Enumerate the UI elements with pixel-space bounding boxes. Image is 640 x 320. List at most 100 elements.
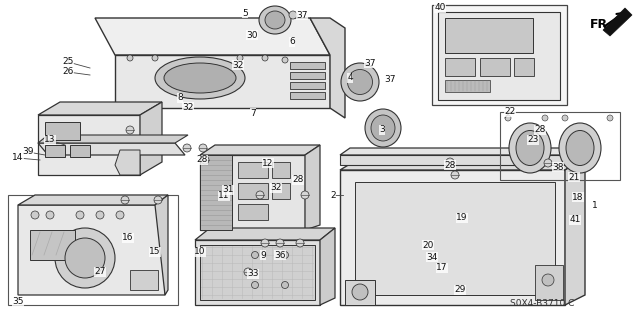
Bar	[70, 145, 90, 157]
Circle shape	[352, 284, 368, 300]
Circle shape	[256, 191, 264, 199]
Circle shape	[446, 158, 454, 166]
Text: 15: 15	[149, 247, 161, 257]
Text: 28: 28	[534, 125, 546, 134]
Text: 27: 27	[94, 268, 106, 276]
Text: 8: 8	[177, 93, 183, 102]
Text: 6: 6	[289, 37, 295, 46]
Polygon shape	[115, 150, 140, 175]
Ellipse shape	[348, 69, 372, 94]
Text: 25: 25	[62, 58, 74, 67]
Text: 11: 11	[218, 191, 230, 201]
Polygon shape	[38, 135, 188, 143]
Bar	[445, 80, 490, 92]
Bar	[480, 58, 510, 76]
Text: 19: 19	[456, 213, 468, 222]
Ellipse shape	[371, 115, 395, 141]
Circle shape	[252, 252, 259, 259]
Circle shape	[116, 211, 124, 219]
Polygon shape	[18, 205, 165, 295]
Ellipse shape	[164, 63, 236, 93]
Text: 34: 34	[426, 252, 438, 261]
Text: 1: 1	[592, 201, 598, 210]
Polygon shape	[195, 240, 320, 305]
Bar	[238, 162, 268, 178]
Text: 28: 28	[292, 175, 304, 185]
Text: 28: 28	[444, 161, 456, 170]
Bar	[290, 62, 325, 69]
Polygon shape	[38, 143, 185, 155]
Text: 30: 30	[246, 30, 258, 39]
Bar	[290, 82, 325, 89]
Text: 39: 39	[22, 148, 34, 156]
Polygon shape	[355, 182, 555, 295]
Polygon shape	[95, 18, 330, 55]
Text: 32: 32	[182, 102, 194, 111]
Ellipse shape	[516, 131, 544, 165]
Polygon shape	[340, 170, 565, 305]
Circle shape	[261, 239, 269, 247]
Circle shape	[96, 211, 104, 219]
Bar	[272, 162, 290, 178]
Polygon shape	[305, 145, 320, 230]
Polygon shape	[200, 145, 320, 155]
Text: 14: 14	[12, 154, 24, 163]
Text: 37: 37	[296, 11, 308, 20]
Text: 28: 28	[196, 156, 208, 164]
Text: 29: 29	[454, 285, 466, 294]
Bar	[45, 122, 80, 140]
Circle shape	[31, 211, 39, 219]
Text: 4: 4	[347, 74, 353, 83]
Circle shape	[154, 196, 162, 204]
Polygon shape	[340, 158, 585, 170]
Circle shape	[301, 191, 309, 199]
Circle shape	[127, 55, 133, 61]
Ellipse shape	[559, 123, 601, 173]
Text: 38: 38	[552, 163, 564, 172]
Text: 13: 13	[44, 135, 56, 145]
Text: 31: 31	[222, 186, 234, 195]
Circle shape	[282, 57, 288, 63]
Text: 33: 33	[247, 269, 259, 278]
Circle shape	[296, 239, 304, 247]
Polygon shape	[340, 148, 580, 155]
Circle shape	[282, 252, 289, 259]
Ellipse shape	[341, 63, 379, 101]
Text: 36: 36	[275, 251, 285, 260]
Bar	[514, 58, 534, 76]
Text: 32: 32	[232, 60, 244, 69]
Circle shape	[252, 282, 259, 289]
Text: 41: 41	[570, 215, 580, 225]
Bar	[445, 58, 475, 76]
Text: 5: 5	[242, 9, 248, 18]
Ellipse shape	[259, 6, 291, 34]
Text: 2: 2	[330, 190, 336, 199]
Text: 40: 40	[435, 4, 445, 12]
Circle shape	[55, 228, 115, 288]
Text: 23: 23	[527, 135, 539, 145]
Circle shape	[199, 144, 207, 152]
Circle shape	[451, 171, 459, 179]
Ellipse shape	[265, 11, 285, 29]
Text: 7: 7	[250, 108, 256, 117]
Polygon shape	[565, 158, 585, 305]
Text: 16: 16	[122, 234, 134, 243]
Polygon shape	[320, 228, 335, 305]
Circle shape	[46, 211, 54, 219]
Text: 22: 22	[504, 108, 516, 116]
Bar	[438, 12, 560, 100]
Text: 9: 9	[260, 251, 266, 260]
Text: 35: 35	[12, 298, 24, 307]
Polygon shape	[195, 228, 335, 240]
Text: 37: 37	[364, 59, 376, 68]
Ellipse shape	[155, 57, 245, 99]
Polygon shape	[200, 155, 305, 230]
Bar	[200, 245, 315, 300]
Text: 10: 10	[195, 247, 205, 257]
Circle shape	[183, 144, 191, 152]
Bar	[238, 183, 268, 199]
Bar	[445, 18, 533, 53]
Circle shape	[544, 159, 552, 167]
Circle shape	[505, 115, 511, 121]
Polygon shape	[155, 195, 168, 295]
